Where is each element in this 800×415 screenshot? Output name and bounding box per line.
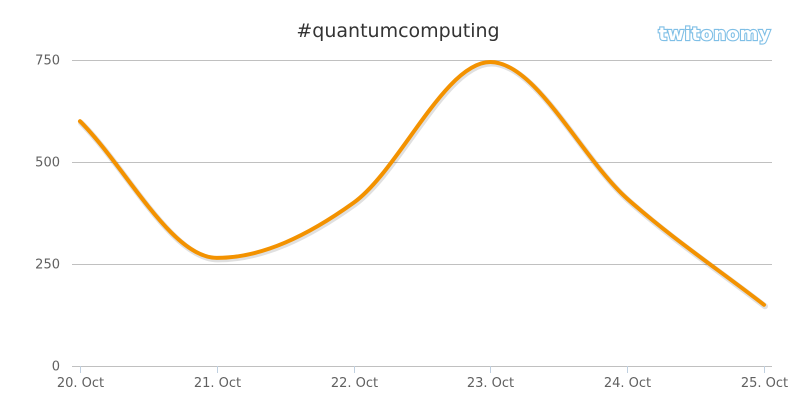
- y-tick-label: 750: [35, 54, 60, 69]
- twitonomy-logo: twitonomy: [657, 23, 771, 46]
- series-line: [78, 60, 766, 307]
- y-tick-label: 0: [52, 360, 60, 375]
- logo-text: twitonomy: [658, 24, 771, 45]
- x-tick-label: 24. Oct: [604, 376, 651, 391]
- x-tick-label: 20. Oct: [57, 376, 104, 391]
- chart-title: #quantumcomputing: [296, 20, 499, 42]
- grid-lines: [72, 60, 772, 367]
- x-tick-label: 25. Oct: [741, 376, 788, 391]
- y-tick-label: 500: [35, 156, 60, 171]
- x-tick-label: 23. Oct: [467, 376, 514, 391]
- x-tick-label: 21. Oct: [194, 376, 241, 391]
- series-layer: [78, 60, 768, 310]
- y-axis-ticks: 0 250 500 750: [35, 54, 60, 375]
- y-tick-label: 250: [35, 258, 60, 273]
- series-line-shadow: [78, 60, 768, 310]
- x-tick-label: 22. Oct: [331, 376, 378, 391]
- x-axis: 20. Oct 21. Oct 22. Oct 23. Oct 24. Oct 25. O…: [57, 366, 788, 391]
